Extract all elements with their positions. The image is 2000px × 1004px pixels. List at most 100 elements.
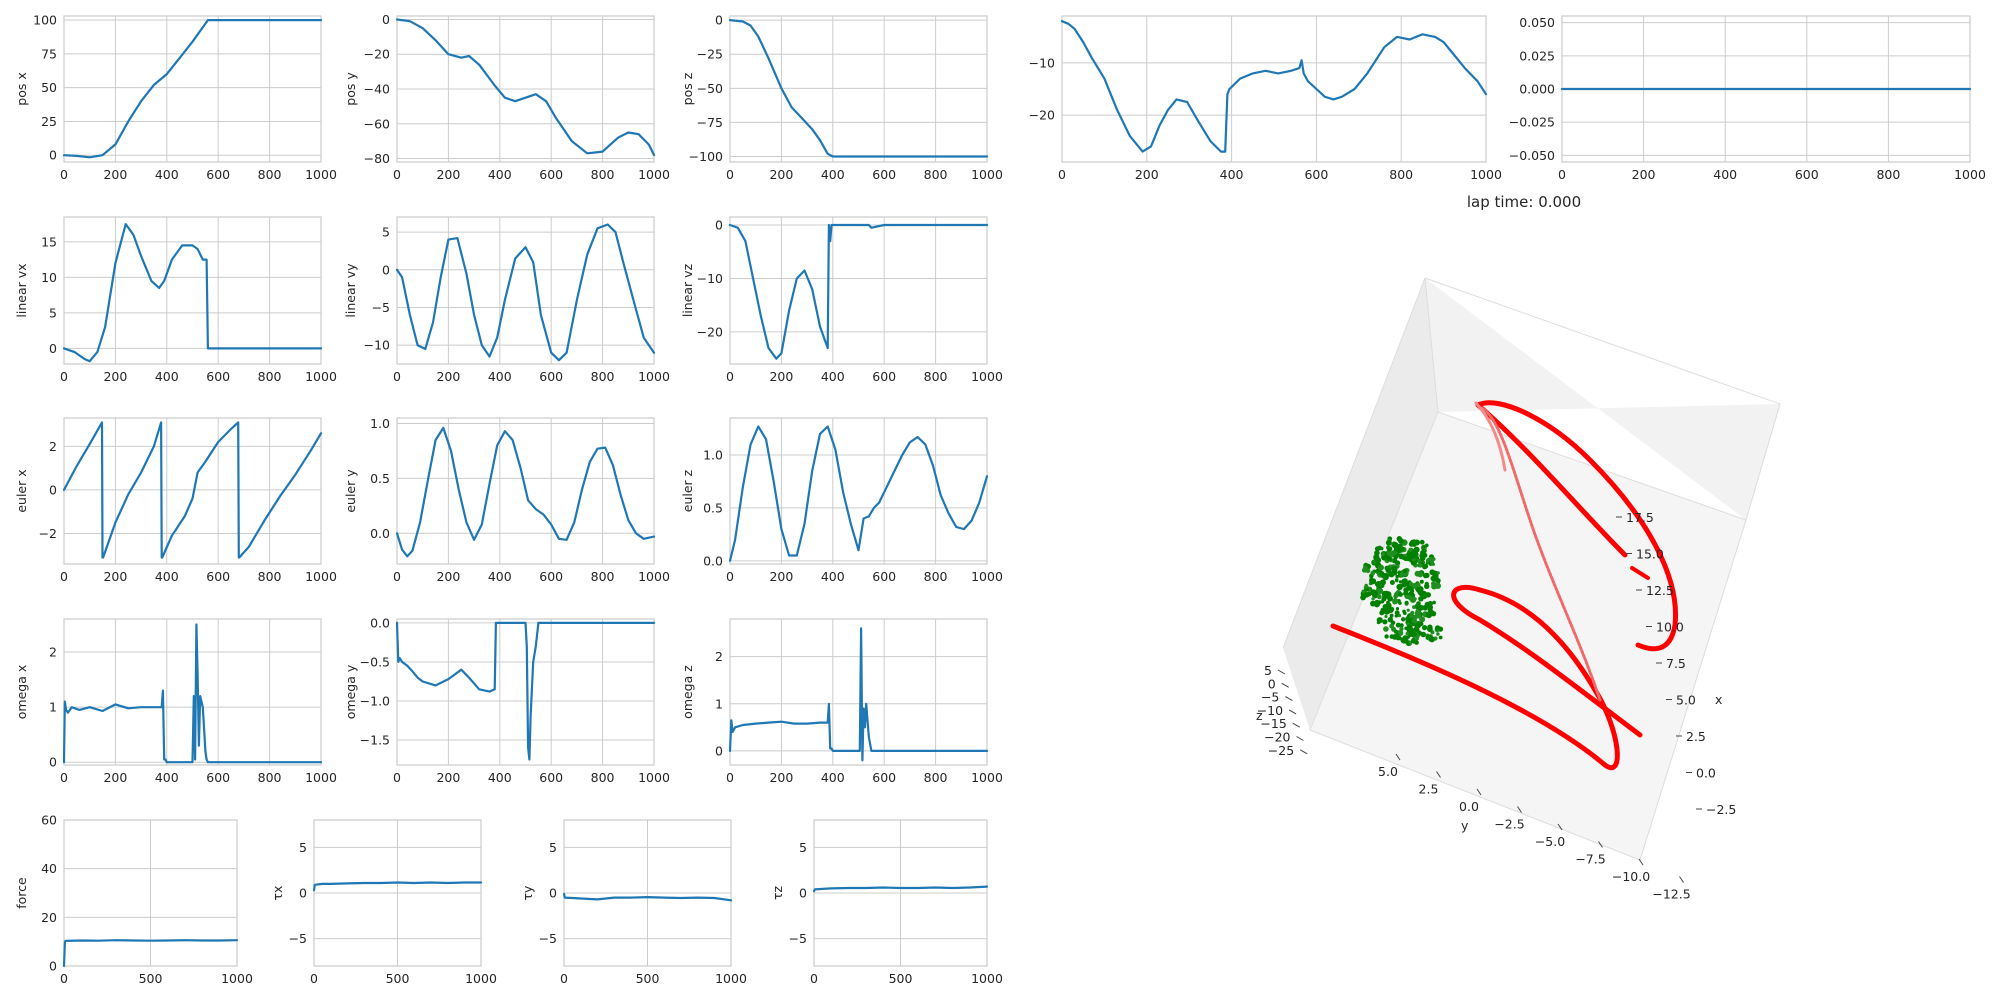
gate-point <box>1377 600 1382 605</box>
gate-point <box>1401 582 1407 588</box>
gate-point <box>1392 636 1396 640</box>
pane-edge <box>1424 277 1781 405</box>
x-tick-label: 0 <box>393 569 401 584</box>
y-axis-label: euler z <box>680 469 695 512</box>
y-tick-mark <box>1679 876 1684 883</box>
pane-back <box>1425 278 1780 520</box>
z-axis-label: z <box>1256 708 1263 723</box>
x-tick-label: 0 <box>726 369 734 384</box>
y-tick-label: −5.0 <box>1535 834 1565 849</box>
subplot-ey: 0 200 400 600 800 1000 0.0 0.5 1.0 euler y <box>343 416 670 584</box>
gate-point <box>1365 568 1371 574</box>
y-tick-label: 0.0 <box>703 553 723 568</box>
x-tick-label: 800 <box>258 770 282 785</box>
y-tick-label: 100 <box>33 13 57 28</box>
y-tick-label: 1 <box>49 700 57 715</box>
y-axis-label: pos z <box>680 72 695 105</box>
y-tick-label: −0.5 <box>360 654 390 669</box>
gate-point <box>1393 554 1398 560</box>
gate-point <box>1399 572 1406 578</box>
gate-point <box>1381 552 1386 556</box>
gate-point <box>1424 581 1429 587</box>
y-tick-label: −10 <box>364 338 390 353</box>
x-tick-label: 1000 <box>971 369 1003 384</box>
y-tick-label: 0 <box>715 218 723 233</box>
x-tick-label: 0 <box>810 971 818 986</box>
axes-frame <box>63 15 322 163</box>
x-tick-label: 200 <box>103 770 127 785</box>
x-tick-label: 800 <box>924 569 948 584</box>
series-line <box>562 892 733 902</box>
x-tick-label: 0 <box>560 971 568 986</box>
x-tick-label: 800 <box>591 369 615 384</box>
x-tick-label: 500 <box>139 971 163 986</box>
gate-point <box>1401 547 1405 551</box>
pane-edge <box>1745 403 1781 521</box>
axes-frame <box>396 15 655 163</box>
x-tick-label: 600 <box>539 569 563 584</box>
subplot-ez: 0 200 400 600 800 1000 0.0 0.5 1.0 euler z <box>680 417 1003 584</box>
subplot-ox: 0 200 400 600 800 1000 0 1 2 omega x <box>14 618 337 785</box>
y-tick-label: 0.000 <box>1519 82 1555 97</box>
x-tick-label: 200 <box>1135 167 1159 182</box>
gate-point <box>1414 570 1421 577</box>
y-tick-mark <box>1517 806 1522 813</box>
x-tick-label: 0 <box>60 569 68 584</box>
y-tick-label: −0.050 <box>1509 148 1555 163</box>
x-tick-label: 600 <box>872 167 896 182</box>
gate-point <box>1383 626 1389 632</box>
gate-point <box>1401 639 1407 644</box>
x-tick-label: 1000 <box>715 971 747 986</box>
series-line <box>62 939 239 968</box>
gate-point <box>1406 642 1410 646</box>
x-tick-label: 400 <box>821 770 845 785</box>
gate-point <box>1427 624 1433 630</box>
gate-point <box>1361 589 1366 594</box>
gate-point <box>1415 582 1421 588</box>
series-line <box>395 223 656 362</box>
y-tick-mark <box>1395 753 1401 761</box>
pane-edge <box>1282 277 1426 649</box>
y-tick-label: −1.5 <box>360 733 390 748</box>
z-tick-mark <box>1299 749 1308 755</box>
x-tick-label: 15.0 <box>1636 547 1664 562</box>
gate-point <box>1410 610 1415 616</box>
gate-point <box>1387 617 1394 623</box>
gate-point <box>1401 617 1406 622</box>
gate-point <box>1428 556 1433 561</box>
x-tick-label: 600 <box>539 167 563 182</box>
gate-point <box>1392 598 1399 605</box>
x-tick-label: 17.5 <box>1626 510 1654 525</box>
gate-point <box>1380 546 1384 551</box>
z-tick-label: −15 <box>1260 716 1286 731</box>
x-tick-label: 0 <box>726 770 734 785</box>
axes-3d-ticks: −2.5 0.0 2.5 5.0 7.5 10.0 12.5 15.0 17.5 5.0 2.5 0.… <box>1257 510 1737 902</box>
gate-point <box>1425 593 1430 598</box>
x-tick-label: 1000 <box>221 971 253 986</box>
gate-point <box>1389 623 1394 629</box>
x-tick-label: 600 <box>206 167 230 182</box>
x-tick-label: 2.5 <box>1686 729 1706 744</box>
y-tick-label: 5 <box>49 305 57 320</box>
x-tick-label: 800 <box>924 770 948 785</box>
gate-point <box>1406 635 1410 639</box>
y-tick-label: 5 <box>382 225 390 240</box>
gate-point <box>1395 633 1400 637</box>
gate-point <box>1363 585 1367 589</box>
x-tick-label: 600 <box>539 770 563 785</box>
gate-point <box>1373 590 1377 594</box>
y-tick-label: −5 <box>539 931 557 946</box>
y-axis-label: omega y <box>343 664 358 719</box>
series-line <box>728 223 989 360</box>
gate-point <box>1404 591 1409 596</box>
gate-point <box>1381 554 1388 561</box>
y-axis-label: linear vy <box>343 263 358 318</box>
x-tick-label: 0 <box>726 569 734 584</box>
gate-point <box>1371 579 1376 585</box>
gate-point <box>1418 563 1423 568</box>
y-tick-label: 60 <box>41 813 57 828</box>
y-tick-label: 0 <box>715 743 723 758</box>
y-tick-label: −10 <box>697 271 723 286</box>
gate-point <box>1432 572 1436 577</box>
